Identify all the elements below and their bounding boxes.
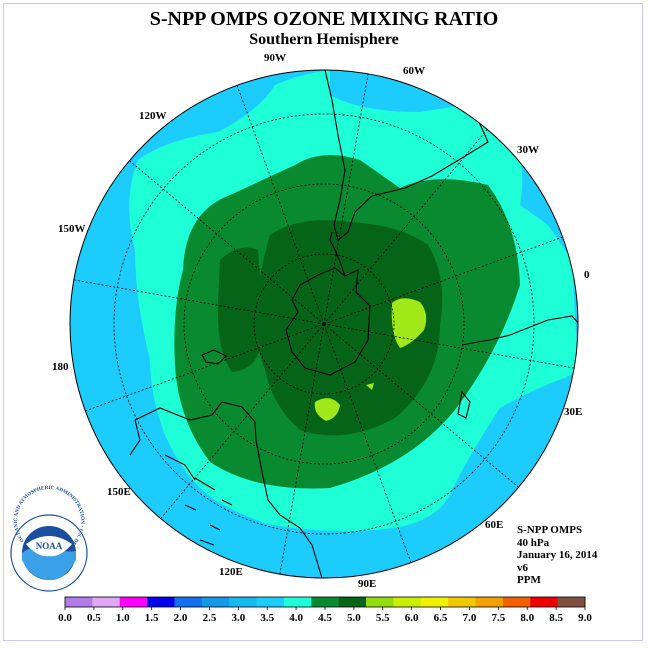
colorbar-tick-label: 0.5 [87, 612, 101, 624]
lon-label-60w: 60W [403, 65, 425, 77]
new-zealand-coast [201, 349, 227, 365]
colorbar-segment [420, 597, 449, 607]
lon-label-90w: 90W [264, 52, 286, 64]
colorbar: 0.0 0.5 1.0 1.5 2.0 2.5 3.0 3.5 4.0 4.5 5.0 5.5 6.0 6… [58, 596, 592, 624]
colorbar-segment [338, 597, 367, 607]
lon-label-90e: 90E [358, 578, 376, 590]
indonesia-islands [164, 454, 233, 546]
lon-label-0: 0 [584, 269, 590, 281]
coastlines [129, 70, 578, 578]
colorbar-tick-label: 2.5 [203, 612, 217, 624]
ozone-level-5-5.5-east [391, 298, 427, 348]
colorbar-segment [475, 597, 504, 607]
info-panel: S-NPP OMPS 40 hPa January 16, 2014 v6 PP… [517, 524, 597, 587]
logo-wave-icon [22, 545, 76, 581]
colorbar-segment [92, 597, 121, 607]
lon-label-60e: 60E [485, 519, 503, 531]
map-boundary [69, 69, 579, 579]
info-units: PPM [517, 574, 541, 586]
lon-label-120e: 120E [219, 566, 243, 578]
colorbar-segment [147, 597, 175, 607]
colorbar-segment [393, 597, 422, 607]
colorbar-segment [201, 597, 230, 607]
colorbar-tick-label: 4.5 [318, 612, 332, 624]
colorbar-tick-label: 6.5 [434, 612, 448, 624]
colorbar-tick-label: 1.5 [145, 612, 159, 624]
info-level: 40 hPa [517, 536, 550, 549]
africa-coast [461, 315, 578, 346]
ozone-level-5-5.5-small [366, 383, 374, 390]
colorbar-tick-label: 1.0 [116, 612, 130, 624]
colorbar-segment [448, 597, 476, 607]
lon-label-120w: 120W [139, 110, 167, 122]
figure-border [3, 3, 643, 641]
lon-label-150w: 150W [58, 223, 86, 235]
lon-label-150e: 150E [107, 486, 131, 498]
map-title: S-NPP OMPS OZONE MIXING RATIO [149, 8, 499, 30]
colorbar-segment [557, 597, 586, 607]
colorbar-tick-label: 7.0 [463, 612, 477, 624]
ozone-level-4.5-5-west [217, 247, 262, 372]
colorbar-segment [256, 597, 285, 607]
colorbar-tick-label: 8.0 [520, 612, 534, 624]
colorbar-segment [65, 597, 93, 607]
antarctica-coast [285, 267, 371, 376]
ozone-level-4.5-5-center [256, 220, 443, 436]
logo-ring-text: NATIONAL OCEANIC AND ATMOSPHERIC ADMINIS… [0, 0, 85, 557]
colorbar-segment [283, 597, 312, 607]
colorbar-tick-label: 9.0 [578, 612, 592, 624]
colorbar-tick-label: 5.0 [347, 612, 361, 624]
colorbar-tick-label: 2.0 [174, 612, 188, 624]
colorbar-segment [311, 597, 339, 607]
logo-text: NOAA [36, 541, 63, 551]
info-instrument: S-NPP OMPS [517, 524, 583, 536]
lon-label-180: 180 [52, 361, 69, 373]
colorbar-tick-label: 4.0 [289, 612, 303, 624]
logo-bird-icon [26, 536, 72, 557]
colorbar-segment [502, 597, 531, 607]
colorbar-tick-label: 0.0 [58, 612, 72, 624]
longitude-labels: 90W 60W 30W 0 30E 60E 90E 120E 150E 180 … [52, 52, 590, 590]
colorbar-tick-label: 3.0 [231, 612, 245, 624]
australia-coast [129, 401, 323, 578]
ozone-level-5-5.5-south [314, 398, 340, 421]
colorbar-tick-label: 3.5 [260, 612, 274, 624]
latitude-grid [113, 113, 535, 535]
colorbar-segment [174, 597, 203, 607]
info-date: January 16, 2014 [517, 549, 598, 561]
colorbar-tick-label: 8.5 [549, 612, 563, 624]
map-subtitle: Southern Hemisphere [249, 31, 399, 48]
colorbar-tick-label: 6.0 [405, 612, 419, 624]
colorbar-segment [366, 597, 394, 607]
lon-label-30w: 30W [517, 144, 539, 156]
info-version: v6 [517, 561, 528, 574]
colorbar-segment [119, 597, 148, 607]
colorbar-segment [229, 597, 257, 607]
colorbar-tick-label: 7.5 [491, 612, 505, 624]
antarctic-peninsula [329, 231, 346, 277]
colorbar-tick-label: 5.5 [376, 612, 390, 624]
lon-label-30e: 30E [564, 406, 582, 418]
colorbar-segment [530, 597, 558, 607]
madagascar-coast [457, 390, 471, 419]
